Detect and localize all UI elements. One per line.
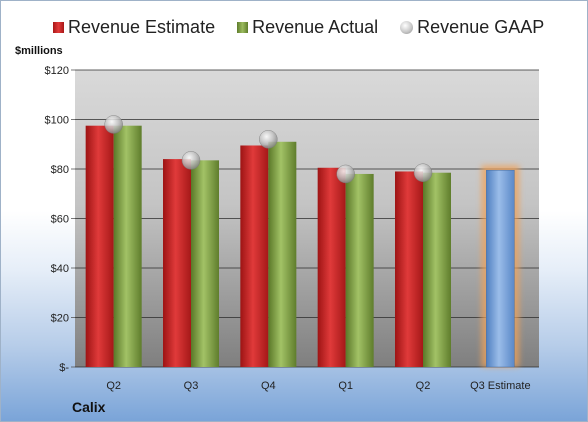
gridlines xyxy=(75,69,539,368)
marker-revenue-gaap xyxy=(259,130,278,149)
legend-marker-gaap xyxy=(400,21,414,34)
legend-item-actual: Revenue Actual xyxy=(237,17,378,38)
bar-revenue-actual xyxy=(345,173,374,367)
bar-revenue-estimate xyxy=(317,167,346,367)
legend-label-estimate: Revenue Estimate xyxy=(68,17,216,37)
bar-forecast xyxy=(486,169,515,368)
legend-swatch-actual xyxy=(237,22,249,33)
bar-revenue-actual xyxy=(113,125,142,367)
y-tick-label: $80 xyxy=(51,164,69,176)
legend-label-actual: Revenue Actual xyxy=(252,17,379,37)
x-tick-label: Q4 xyxy=(261,380,276,392)
bar-revenue-estimate xyxy=(395,171,423,367)
bar-revenue-estimate xyxy=(163,159,191,367)
x-tick-label: Q3 Estimate xyxy=(470,380,531,392)
y-tick-label: $60 xyxy=(51,214,69,226)
y-tick-label: $40 xyxy=(51,263,69,275)
y-tick-label: $120 xyxy=(45,65,69,77)
bar-revenue-actual xyxy=(191,160,219,367)
legend: Revenue Estimate Revenue Actual Revenue … xyxy=(53,17,544,38)
bar-revenue-actual xyxy=(268,141,297,367)
x-tick-label: Q1 xyxy=(338,380,353,392)
marker-revenue-gaap xyxy=(104,115,123,134)
legend-swatch-estimate xyxy=(53,22,64,33)
bar-revenue-estimate xyxy=(240,145,269,367)
y-tick-label: $100 xyxy=(45,115,69,127)
units-label: $millions xyxy=(15,45,63,57)
x-tick-label: Q3 xyxy=(184,380,199,392)
x-tick-label: Q2 xyxy=(106,380,121,392)
y-axis-ticks: $- $20 $40 $60 $80 $100 $120 xyxy=(45,65,75,374)
marker-revenue-gaap xyxy=(181,151,201,170)
x-axis-ticks: Q2 Q3 Q4 Q1 Q2 Q3 Estimate xyxy=(106,380,530,392)
legend-item-estimate: Revenue Estimate xyxy=(53,17,215,38)
bar-revenue-actual xyxy=(423,172,451,367)
bars xyxy=(85,115,520,368)
company-name: Calix xyxy=(72,399,106,415)
x-tick-label: Q2 xyxy=(416,380,431,392)
legend-item-gaap: Revenue GAAP xyxy=(400,17,544,38)
y-tick-label: $20 xyxy=(51,313,69,325)
y-tick-label: $- xyxy=(59,362,69,374)
marker-revenue-gaap xyxy=(336,164,355,184)
bar-revenue-estimate xyxy=(85,125,114,367)
legend-label-gaap: Revenue GAAP xyxy=(417,17,545,37)
marker-revenue-gaap xyxy=(413,163,433,182)
